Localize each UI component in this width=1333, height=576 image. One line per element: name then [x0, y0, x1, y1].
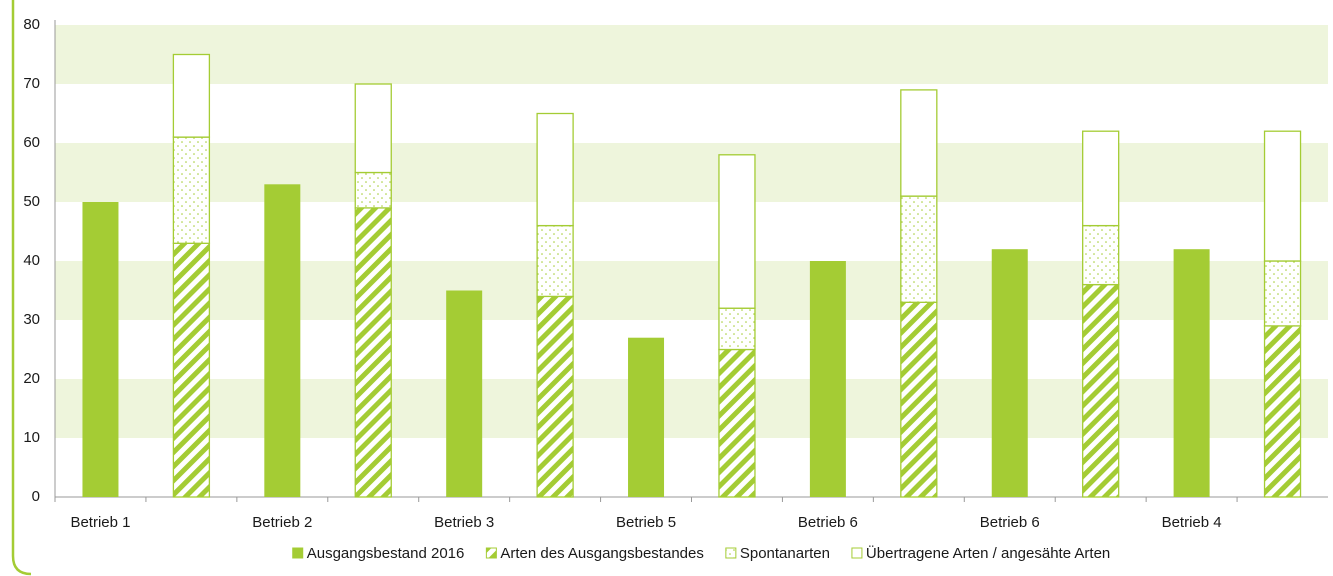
bar-segment: [1173, 249, 1210, 497]
y-tick-label: 80: [23, 16, 40, 33]
bar-segment: [354, 207, 392, 498]
bar-segment: [900, 195, 938, 303]
grid-band: [55, 143, 1328, 202]
y-tick-label: 30: [23, 311, 40, 328]
bar-segment: [900, 89, 938, 197]
bar-segment: [82, 202, 119, 497]
x-tick-label: Betrieb 4: [1162, 514, 1222, 531]
frame-accent: [11, 0, 32, 576]
bar-segment: [536, 224, 574, 298]
bar-segment: [264, 184, 301, 498]
bar-segment: [718, 348, 756, 498]
bar-segment: [1263, 325, 1302, 498]
bar-segment: [172, 242, 211, 498]
legend-label: Ausgangsbestand 2016: [307, 545, 465, 562]
y-tick-label: 40: [23, 252, 40, 269]
legend-label: Übertragene Arten / angesähte Arten: [866, 544, 1110, 562]
x-tick-label: Betrieb 5: [616, 514, 676, 531]
bar-segment: [446, 290, 483, 497]
y-tick-label: 50: [23, 193, 40, 210]
x-tick-label: Betrieb 6: [980, 514, 1040, 531]
bar-segment: [172, 136, 211, 244]
bar-segment: [1263, 130, 1302, 262]
x-tick-label: Betrieb 2: [252, 514, 312, 531]
y-tick-label: 10: [23, 429, 40, 446]
bar-segment: [1082, 283, 1120, 498]
y-tick-label: 60: [23, 134, 40, 151]
x-tick-label: Betrieb 6: [798, 514, 858, 531]
legend-marker: [485, 547, 497, 559]
bar-segment: [718, 307, 756, 351]
bar-segment: [536, 295, 574, 498]
bar-segment: [628, 337, 665, 497]
x-tick-label: Betrieb 3: [434, 514, 494, 531]
legend-marker: [725, 547, 737, 559]
bar-segment: [1082, 130, 1120, 227]
bar-segment: [1263, 260, 1302, 327]
bar-segment: [991, 249, 1028, 497]
bar-segment: [809, 261, 846, 497]
bar-segment: [536, 112, 574, 227]
bar-segment: [172, 53, 211, 138]
legend-label: Spontanarten: [740, 545, 830, 562]
grid-band: [55, 25, 1328, 84]
legend-label: Arten des Ausgangsbestandes: [500, 545, 703, 562]
legend-marker: [292, 547, 304, 559]
bar-segment: [900, 301, 938, 498]
x-tick-label: Betrieb 1: [70, 514, 130, 531]
legend-marker: [851, 547, 863, 559]
y-tick-label: 20: [23, 370, 40, 387]
bar-segment: [354, 83, 392, 174]
grid-band: [55, 379, 1328, 438]
bar-segment: [718, 154, 756, 309]
y-tick-label: 0: [32, 488, 40, 505]
y-tick-label: 70: [23, 75, 40, 92]
bar-segment: [354, 171, 392, 209]
grid-band: [55, 261, 1328, 320]
bar-segment: [1082, 224, 1120, 286]
